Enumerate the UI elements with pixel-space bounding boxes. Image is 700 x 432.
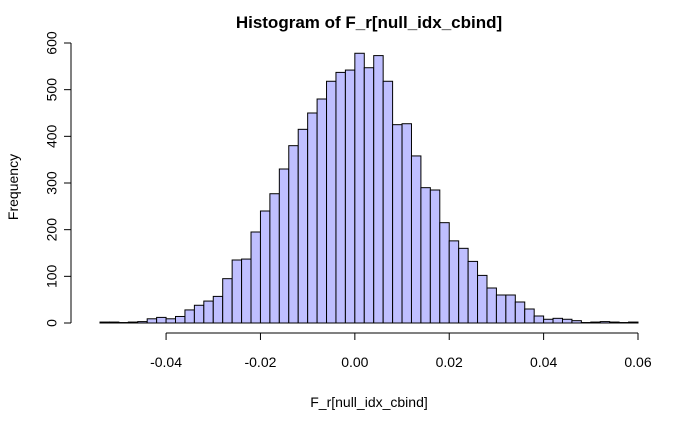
histogram-bar (137, 321, 148, 324)
y-tick-label: 100 (44, 264, 60, 288)
histogram-bar (288, 145, 299, 324)
histogram-bar (354, 52, 365, 324)
x-axis-ticks: -0.04 -0.02 0.00 0.02 0.04 0.06 (150, 333, 652, 370)
x-tick-label: 0.06 (624, 354, 651, 370)
y-tick-label: 400 (44, 124, 60, 148)
histogram-bar (514, 301, 526, 324)
histogram-bar (335, 71, 346, 324)
histogram-bar (420, 187, 431, 324)
histogram-bar (458, 247, 469, 324)
histogram-bar (231, 259, 243, 324)
histogram-bar (99, 321, 110, 324)
histogram-bar (127, 321, 139, 324)
histogram-bar (543, 318, 554, 324)
histogram-bar (193, 304, 205, 324)
x-tick-label: 0.02 (436, 354, 463, 370)
histogram-bar (269, 193, 280, 324)
histogram-bar (241, 258, 252, 324)
y-tick-label: 300 (44, 171, 60, 195)
histogram-bar (259, 210, 271, 324)
histogram-bar (326, 80, 337, 324)
histogram-bar (552, 317, 563, 324)
histogram-bar (184, 309, 195, 324)
histogram-bar (561, 318, 573, 324)
histogram-bar (599, 321, 611, 324)
histogram-bar (495, 294, 507, 324)
histogram-bar (156, 316, 167, 324)
histogram-bar (146, 318, 158, 324)
x-tick-label: -0.04 (150, 354, 182, 370)
histogram-bar (401, 123, 412, 324)
histogram-bar (222, 278, 233, 324)
histogram-bar (439, 222, 450, 324)
histogram-bar (175, 315, 186, 324)
histogram-bar (297, 128, 309, 324)
histogram-bar (278, 168, 290, 324)
histogram-bar (410, 155, 422, 324)
histogram-bar (250, 231, 261, 324)
histogram-bar (486, 287, 497, 324)
histogram-bar (212, 295, 224, 324)
x-tick-label: 0.00 (341, 354, 368, 370)
histogram-bar (382, 80, 394, 324)
y-axis-label: Frequency (5, 154, 21, 220)
chart-title: Histogram of F_r[null_idx_cbind] (236, 13, 502, 32)
histogram-bar (316, 98, 328, 324)
histogram-bar (203, 300, 214, 324)
histogram-bar (571, 320, 582, 324)
histogram-bar (307, 112, 318, 324)
histogram-bar (392, 124, 403, 324)
histogram-bar (108, 321, 120, 324)
histogram-bars (99, 52, 639, 324)
x-tick-label: -0.02 (244, 354, 276, 370)
histogram-bar (505, 294, 516, 324)
histogram-bar (524, 308, 535, 324)
y-axis-ticks: 0 100 200 300 400 500 600 (44, 31, 71, 327)
y-tick-label: 0 (44, 319, 60, 327)
histogram-bar (590, 321, 601, 324)
x-axis-label: F_r[null_idx_cbind] (310, 394, 428, 410)
histogram-bar (363, 67, 375, 324)
histogram-bar (628, 321, 639, 324)
histogram-bar (467, 260, 479, 324)
histogram-bar (477, 274, 488, 324)
histogram-bar (344, 69, 356, 324)
y-tick-label: 500 (44, 78, 60, 102)
y-tick-label: 200 (44, 218, 60, 242)
y-tick-label: 600 (44, 31, 60, 55)
histogram-bar (429, 189, 441, 324)
histogram-bar (373, 55, 384, 324)
histogram-bar (448, 240, 460, 324)
x-tick-label: 0.04 (530, 354, 557, 370)
histogram-bar (609, 321, 620, 324)
histogram-bar (533, 315, 545, 324)
histogram-bar (165, 318, 177, 324)
